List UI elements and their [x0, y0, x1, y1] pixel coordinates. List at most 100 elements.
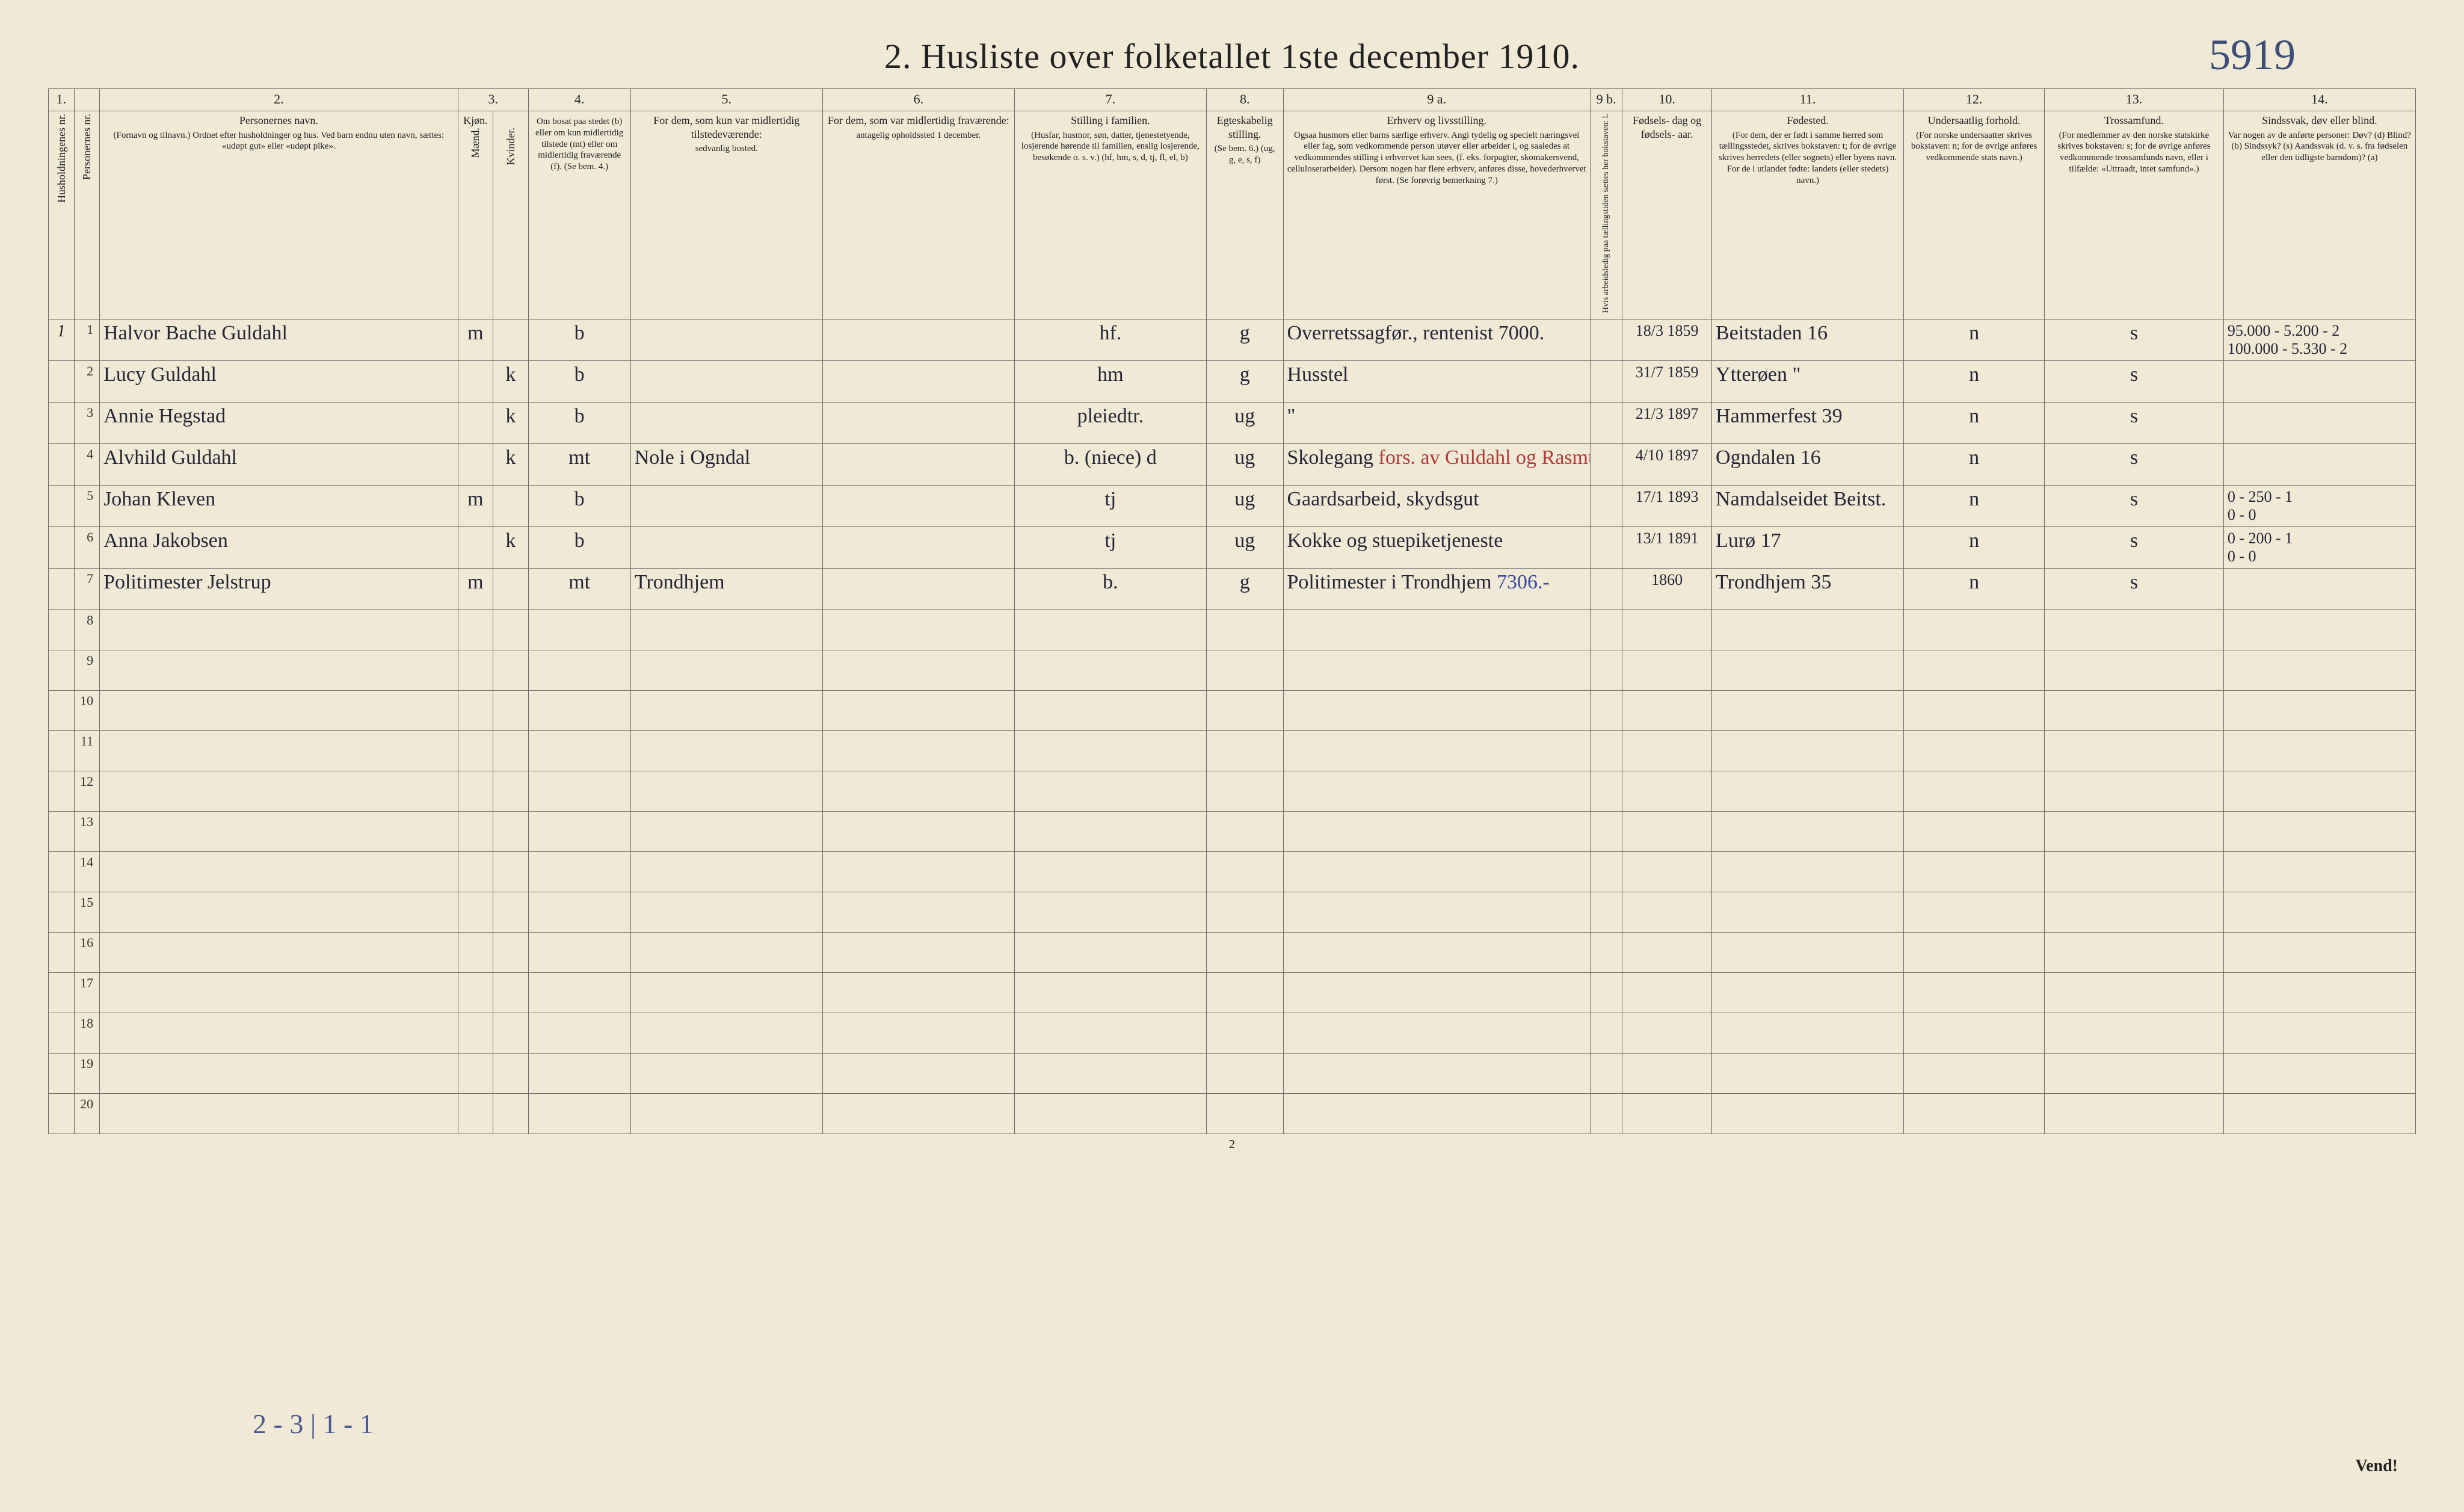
header-nationality: Undersaatlig forhold. (For norske unders…: [1904, 111, 2045, 319]
cell-empty: [1904, 650, 2045, 690]
table-row: 6Anna JakobsenkbtjugKokke og stuepiketje…: [49, 526, 2416, 568]
cell-empty: [528, 690, 630, 730]
cell-empty: [2223, 932, 2415, 972]
cell-dob: 17/1 1893: [1622, 485, 1712, 526]
cell-empty: [528, 1093, 630, 1134]
cell-marital: ug: [1206, 402, 1283, 443]
cell-empty: [1622, 771, 1712, 811]
cell-empty: [1622, 1013, 1712, 1053]
header-religion: Trossamfund. (For medlemmer av den norsk…: [2045, 111, 2224, 319]
printed-page-number: 2: [48, 1138, 2416, 1152]
cell-bosat: mt: [528, 568, 630, 609]
colnum: 4.: [528, 89, 630, 111]
cell-dob: 18/3 1859: [1622, 319, 1712, 360]
cell-empty: [458, 932, 493, 972]
cell-birthplace: Hammerfest 39: [1712, 402, 1904, 443]
cell-empty: [1014, 690, 1206, 730]
cell-empty: [1622, 1053, 1712, 1093]
cell-household-nr: [49, 972, 75, 1013]
cell-empty: [1712, 811, 1904, 851]
cell-empty: [1622, 730, 1712, 771]
cell-name: Lucy Guldahl: [100, 360, 458, 402]
cell-empty: [1622, 811, 1712, 851]
cell-empty: [1622, 650, 1712, 690]
cell-occupation: Overretssagfør., rentenist 7000.: [1283, 319, 1590, 360]
cell-empty: [1622, 609, 1712, 650]
cell-empty: [822, 851, 1014, 892]
cell-empty: [1712, 892, 1904, 932]
cell-household-nr: [49, 443, 75, 485]
header-name: Personernes navn. (Fornavn og tilnavn.) …: [100, 111, 458, 319]
header-family: Stilling i familien. (Husfar, husmor, sø…: [1014, 111, 1206, 319]
table-row: 17: [49, 972, 2416, 1013]
title-row: 2. Husliste over folketallet 1ste decemb…: [48, 36, 2416, 76]
table-row: 15: [49, 892, 2416, 932]
cell-empty: [1904, 1013, 2045, 1053]
cell-empty: [630, 650, 822, 690]
cell-empty: [1014, 650, 1206, 690]
cell-empty: [528, 1053, 630, 1093]
header-sex-m: Kjøn. Mænd.: [458, 111, 493, 319]
cell-empty: [1014, 1093, 1206, 1134]
cell-empty: [2045, 1093, 2224, 1134]
cell-household-nr: [49, 360, 75, 402]
cell-empty: [100, 892, 458, 932]
cell-empty: [493, 650, 528, 690]
cell-household-nr: [49, 1093, 75, 1134]
cell-unemployed: [1590, 485, 1622, 526]
cell-household-nr: [49, 892, 75, 932]
cell-empty: [2045, 730, 2224, 771]
cell-empty: [493, 972, 528, 1013]
cell-empty: [1283, 1053, 1590, 1093]
cell-birthplace: Beitstaden 16: [1712, 319, 1904, 360]
table-row: 8: [49, 609, 2416, 650]
header-bosat: Om bosat paa stedet (b) eller om kun mid…: [528, 111, 630, 319]
cell-empty: [1590, 771, 1622, 811]
cell-empty: [822, 1013, 1014, 1053]
cell-empty: [1590, 1093, 1622, 1134]
cell-empty: [2223, 972, 2415, 1013]
cell-sex-k: k: [493, 443, 528, 485]
cell-empty: [493, 1053, 528, 1093]
handwritten-page-number: 5919: [2209, 30, 2296, 80]
cell-empty: [630, 1093, 822, 1134]
cell-occupation: Skolegang fors. av Guldahl og Rasmussen: [1283, 443, 1590, 485]
cell-person-nr: 9: [74, 650, 100, 690]
table-row: 16: [49, 932, 2416, 972]
cell-disability: [2223, 568, 2415, 609]
cell-empty: [822, 1093, 1014, 1134]
cell-empty: [1206, 851, 1283, 892]
table-row: 11Halvor Bache Guldahlmbhf.gOverretssagf…: [49, 319, 2416, 360]
cell-sex-m: m: [458, 568, 493, 609]
cell-bosat: b: [528, 526, 630, 568]
cell-household-nr: [49, 650, 75, 690]
cell-empty: [1712, 932, 1904, 972]
cell-empty: [493, 690, 528, 730]
cell-empty: [1904, 892, 2045, 932]
cell-household-nr: [49, 568, 75, 609]
cell-nationality: n: [1904, 402, 2045, 443]
cell-empty: [1712, 771, 1904, 811]
cell-empty: [458, 771, 493, 811]
cell-empty: [1590, 690, 1622, 730]
colnum: 10.: [1622, 89, 1712, 111]
cell-bosat: mt: [528, 443, 630, 485]
cell-empty: [1206, 972, 1283, 1013]
cell-empty: [100, 1093, 458, 1134]
cell-empty: [1206, 1053, 1283, 1093]
cell-family: b.: [1014, 568, 1206, 609]
cell-empty: [1590, 972, 1622, 1013]
cell-household-nr: [49, 402, 75, 443]
cell-person-nr: 5: [74, 485, 100, 526]
cell-empty: [630, 811, 822, 851]
cell-household-nr: [49, 690, 75, 730]
cell-household-nr: 1: [49, 319, 75, 360]
cell-nationality: n: [1904, 319, 2045, 360]
cell-birthplace: Ogndalen 16: [1712, 443, 1904, 485]
cell-empty: [458, 1013, 493, 1053]
cell-frav: [822, 402, 1014, 443]
cell-mt-bosted: Nole i Ogndal: [630, 443, 822, 485]
cell-empty: [493, 609, 528, 650]
cell-mt-bosted: [630, 402, 822, 443]
header-frav: For dem, som var midlertidig fraværende:…: [822, 111, 1014, 319]
